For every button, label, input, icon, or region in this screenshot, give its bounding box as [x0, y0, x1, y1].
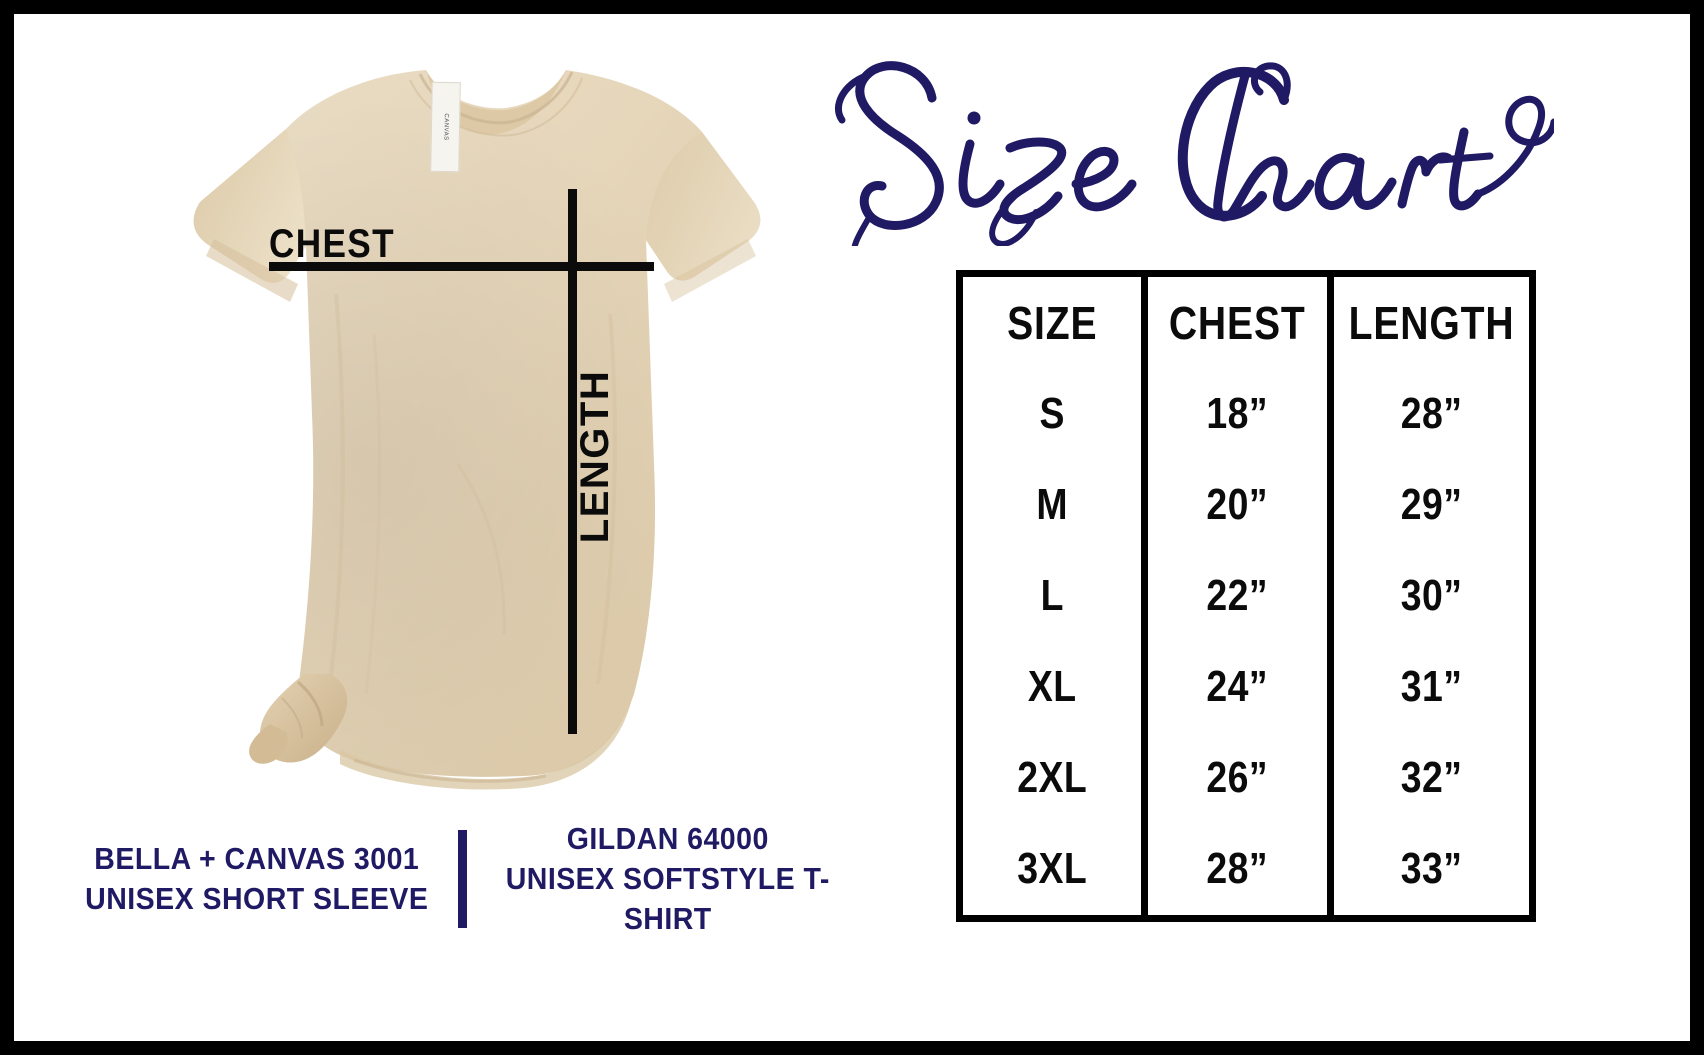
table-row: 20” — [1206, 479, 1269, 529]
table-row: 2XL — [1017, 753, 1088, 803]
brand-gildan-line2: UNISEX SOFTSTYLE T-SHIRT — [505, 861, 830, 936]
length-measure-line — [568, 189, 577, 734]
table-header-length: LENGTH — [1348, 296, 1515, 349]
table-row: 30” — [1400, 570, 1463, 620]
table-row: 26” — [1206, 753, 1269, 803]
table-column-chest: CHEST 18” 20” 22” 24” 26” 28” — [1141, 277, 1326, 915]
table-row: 33” — [1400, 844, 1463, 894]
brand-divider — [457, 830, 467, 928]
brand-gildan: GILDAN 64000 UNISEX SOFTSTYLE T-SHIRT — [488, 819, 846, 939]
brand-footer: BELLA + CANVAS 3001 UNISEX SHORT SLEEVE … — [62, 821, 862, 936]
table-column-size: SIZE S M L XL 2XL 3XL — [963, 277, 1141, 915]
table-row: 28” — [1206, 844, 1269, 894]
table-header-size: SIZE — [1007, 296, 1098, 349]
brand-bella-canvas-line1: BELLA + CANVAS 3001 — [94, 841, 420, 876]
table-row: L — [1040, 570, 1064, 620]
table-row: 31” — [1400, 662, 1463, 712]
table-row: 28” — [1400, 388, 1463, 438]
table-row: 24” — [1206, 662, 1269, 712]
tshirt-illustration: CANVAS CHEST LENGTH — [54, 34, 844, 824]
brand-gildan-line1: GILDAN 64000 — [566, 821, 769, 856]
brand-bella-canvas-line2: UNISEX SHORT SLEEVE — [85, 881, 429, 916]
size-chart-script-title — [834, 61, 1558, 261]
length-measure-label: LENGTH — [573, 369, 618, 544]
tshirt-shape-icon — [193, 70, 761, 790]
table-header-chest: CHEST — [1169, 296, 1307, 349]
table-column-length: LENGTH 28” 29” 30” 31” 32” 33” — [1326, 277, 1529, 915]
poster-canvas: CANVAS CHEST LENGTH BELLA + CANVAS 3001 … — [14, 14, 1690, 1041]
size-chart-table: SIZE S M L XL 2XL 3XL CHEST 18” 20” 22” … — [956, 270, 1536, 922]
table-row: M — [1036, 479, 1069, 529]
chest-measure-line — [269, 262, 654, 271]
neck-tag-brand: CANVAS — [442, 113, 449, 141]
table-row: XL — [1027, 662, 1077, 712]
page-title — [814, 36, 1558, 261]
table-row: 29” — [1400, 479, 1463, 529]
table-row: S — [1039, 388, 1065, 438]
table-row: 32” — [1400, 753, 1463, 803]
table-row: 18” — [1206, 388, 1269, 438]
chest-measure-label: CHEST — [269, 222, 395, 266]
table-row: 22” — [1206, 570, 1269, 620]
neck-label-tag: CANVAS — [430, 81, 461, 173]
brand-bella-canvas: BELLA + CANVAS 3001 UNISEX SHORT SLEEVE — [78, 839, 436, 919]
table-row: 3XL — [1017, 844, 1088, 894]
